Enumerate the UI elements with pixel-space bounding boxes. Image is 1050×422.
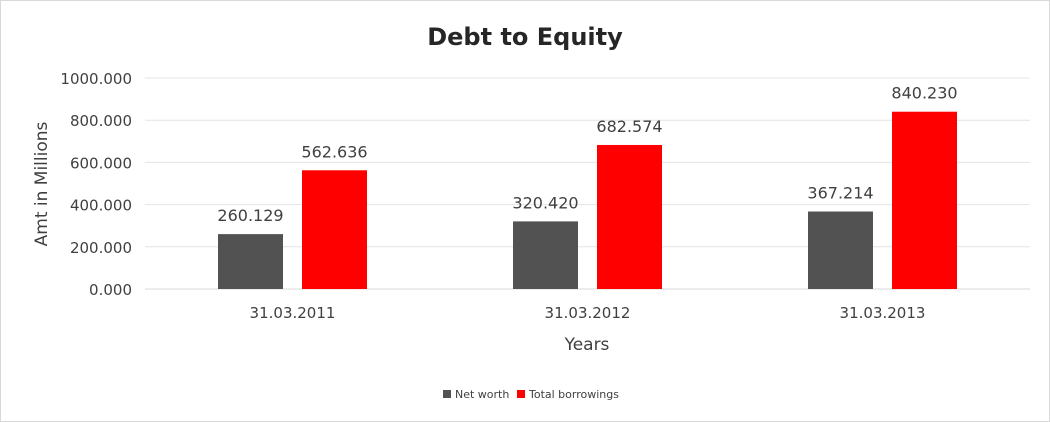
- x-axis-title: Years: [564, 335, 610, 355]
- x-axis-ticks: 31.03.2011 31.03.2012 31.03.2013: [250, 304, 926, 322]
- y-tick-label: 600.000: [70, 154, 132, 172]
- bar-net-worth: [218, 234, 283, 289]
- y-tick-label: 400.000: [70, 197, 132, 215]
- data-label: 320.420: [512, 193, 578, 212]
- legend-label: Net worth: [455, 388, 509, 401]
- y-axis-ticks: 0.000 200.000 400.000 600.000 800.000 1000.00…: [60, 70, 132, 299]
- y-axis-title: Amt in Millions: [32, 121, 52, 246]
- legend-swatch: [443, 390, 451, 398]
- data-label: 840.230: [891, 84, 957, 103]
- bar-total-borrowings: [302, 170, 367, 289]
- legend: Net worth Total borrowings: [443, 388, 619, 401]
- x-tick-label: 31.03.2012: [545, 304, 631, 322]
- legend-swatch: [517, 390, 525, 398]
- x-tick-label: 31.03.2013: [840, 304, 926, 322]
- y-tick-label: 800.000: [70, 112, 132, 130]
- chart-title: Debt to Equity: [427, 23, 623, 51]
- gridlines: [145, 77, 1030, 290]
- y-tick-label: 1000.000: [60, 70, 132, 88]
- data-label: 260.129: [217, 206, 283, 225]
- x-tick-label: 31.03.2011: [250, 304, 336, 322]
- bars: [218, 111, 957, 289]
- bar-net-worth: [513, 221, 578, 289]
- legend-label: Total borrowings: [528, 388, 619, 401]
- y-tick-label: 0.000: [89, 281, 132, 299]
- bar-net-worth: [808, 211, 873, 289]
- data-label: 682.574: [596, 117, 662, 136]
- data-label: 367.214: [807, 184, 873, 203]
- bar-total-borrowings: [597, 144, 662, 289]
- data-labels: 260.129 562.636 320.420 682.574 367.214 840.2…: [217, 84, 957, 225]
- y-tick-label: 200.000: [70, 239, 132, 257]
- data-label: 562.636: [301, 142, 367, 161]
- bar-total-borrowings: [892, 111, 957, 289]
